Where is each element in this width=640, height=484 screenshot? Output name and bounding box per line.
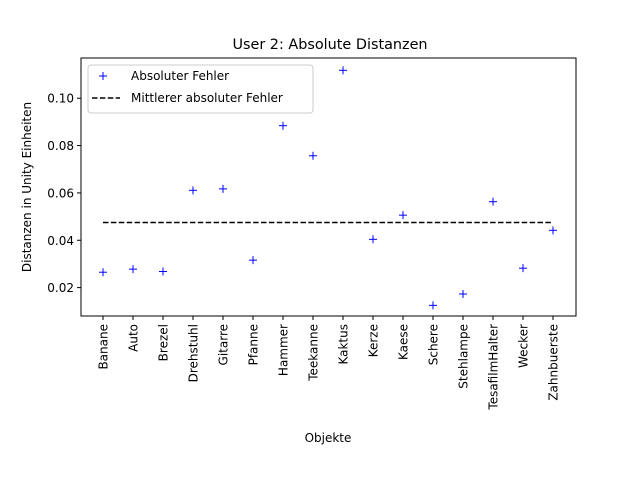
x-tick-label-pfanne: Pfanne <box>247 324 261 365</box>
data-point-gitarre <box>219 184 227 193</box>
x-tick-label-kaktus: Kaktus <box>337 324 351 365</box>
data-point-pfanne <box>249 256 257 265</box>
data-point-hammer <box>279 121 287 130</box>
data-point-kaese <box>399 211 407 220</box>
data-point-kerze <box>369 235 377 244</box>
data-point-zahnbuerste <box>549 226 557 235</box>
y-axis-label: Distanzen in Unity Einheiten <box>20 102 34 272</box>
data-point-wecker <box>519 264 527 273</box>
data-point-banane <box>99 268 107 277</box>
x-tick-label-brezel: Brezel <box>157 324 171 361</box>
y-tick-label: 0.04 <box>47 234 74 248</box>
x-tick-label-stehlampe: Stehlampe <box>457 324 471 389</box>
data-point-kaktus <box>339 66 347 75</box>
x-tick-label-teekanne: Teekanne <box>307 324 321 382</box>
x-tick-label-auto: Auto <box>127 324 141 352</box>
x-tick-label-kerze: Kerze <box>367 324 381 357</box>
chart-title: User 2: Absolute Distanzen <box>232 37 427 53</box>
x-tick-label-drehstuhl: Drehstuhl <box>187 324 201 382</box>
x-tick-label-hammer: Hammer <box>277 324 291 376</box>
x-tick-label-kaese: Kaese <box>397 324 411 360</box>
legend: Absoluter Fehler Mittlerer absoluter Feh… <box>87 64 314 114</box>
x-tick-label-wecker: Wecker <box>517 324 531 368</box>
y-tick-label: 0.06 <box>47 186 74 200</box>
plot-area <box>80 57 577 317</box>
legend-label-absolute-error: Absoluter Fehler <box>131 69 229 83</box>
y-tick-label: 0.08 <box>47 139 74 153</box>
data-point-schere <box>429 301 437 310</box>
y-tick-label: 0.10 <box>47 92 74 106</box>
x-tick-label-schere: Schere <box>427 324 441 365</box>
data-point-drehstuhl <box>189 186 197 195</box>
data-point-brezel <box>159 267 167 276</box>
data-point-stehlampe <box>459 289 467 298</box>
y-tick-label: 0.02 <box>47 281 74 295</box>
legend-marker-plus <box>99 72 107 80</box>
x-axis-label: Objekte <box>305 431 352 445</box>
data-point-tesafilmhalter <box>489 197 497 206</box>
data-point-teekanne <box>309 151 317 160</box>
legend-label-mean-error: Mittlerer absoluter Fehler <box>131 91 283 105</box>
x-tick-label-zahnbuerste: Zahnbuerste <box>547 324 561 401</box>
x-tick-label-tesafilmhalter: TesafilmHalter <box>487 324 501 411</box>
data-point-auto <box>129 265 137 274</box>
x-tick-label-banane: Banane <box>97 324 111 370</box>
legend-box <box>87 64 314 114</box>
x-tick-label-gitarre: Gitarre <box>217 324 231 365</box>
